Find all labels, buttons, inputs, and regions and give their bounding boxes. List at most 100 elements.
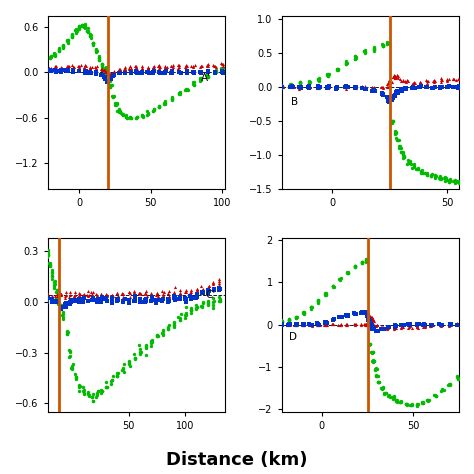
Point — [306, 83, 313, 91]
Point — [389, 395, 397, 402]
Point — [428, 172, 435, 179]
Point — [413, 321, 421, 328]
Point — [98, 72, 105, 79]
Point — [334, 84, 341, 91]
Point — [196, 77, 203, 84]
Point — [55, 47, 63, 55]
Point — [413, 401, 421, 409]
Point — [75, 24, 82, 31]
Point — [292, 314, 300, 322]
Point — [139, 113, 146, 120]
Point — [170, 292, 178, 300]
Point — [199, 62, 206, 69]
Point — [81, 64, 88, 71]
Point — [182, 295, 190, 303]
Point — [81, 20, 89, 28]
Point — [150, 62, 158, 70]
Point — [452, 179, 459, 186]
Point — [187, 288, 195, 296]
Point — [333, 83, 341, 91]
Point — [113, 369, 120, 376]
Point — [362, 85, 369, 92]
Point — [365, 316, 373, 323]
Point — [377, 323, 385, 331]
Point — [286, 82, 294, 90]
Point — [278, 83, 286, 91]
Point — [188, 286, 195, 294]
Point — [46, 66, 54, 74]
Point — [403, 401, 410, 409]
Point — [190, 81, 198, 89]
Point — [362, 85, 370, 92]
Point — [330, 283, 337, 291]
Point — [306, 83, 313, 91]
Point — [351, 82, 359, 90]
Point — [393, 136, 401, 144]
Point — [187, 304, 194, 311]
Point — [451, 179, 458, 187]
Point — [150, 107, 157, 115]
Point — [315, 75, 323, 82]
Point — [392, 128, 400, 136]
Point — [411, 85, 419, 92]
Point — [278, 82, 285, 90]
Point — [51, 63, 59, 70]
Point — [441, 174, 448, 182]
Point — [154, 332, 161, 339]
Point — [380, 90, 387, 98]
Point — [375, 378, 383, 385]
Point — [175, 68, 182, 75]
Point — [57, 305, 64, 312]
Point — [210, 286, 218, 293]
Point — [204, 289, 211, 296]
Point — [379, 84, 387, 92]
Point — [409, 83, 417, 91]
Point — [84, 298, 92, 305]
Point — [204, 289, 212, 297]
Point — [377, 326, 385, 333]
Point — [329, 282, 337, 289]
Point — [358, 258, 366, 266]
Point — [292, 314, 300, 321]
Point — [83, 27, 91, 35]
Point — [407, 401, 415, 409]
Point — [438, 78, 445, 86]
Point — [102, 383, 110, 390]
Point — [53, 64, 60, 72]
Point — [107, 77, 114, 84]
Point — [373, 327, 380, 335]
Point — [168, 94, 176, 102]
Point — [276, 83, 284, 91]
Point — [371, 366, 379, 374]
Point — [371, 87, 378, 95]
Point — [350, 310, 358, 317]
Point — [58, 290, 65, 298]
Point — [423, 79, 431, 87]
Point — [81, 25, 89, 32]
Point — [197, 76, 204, 83]
Point — [369, 358, 377, 365]
Point — [398, 321, 405, 329]
Point — [289, 82, 296, 90]
Point — [389, 119, 396, 127]
Point — [154, 292, 162, 300]
Point — [283, 321, 291, 329]
Point — [64, 328, 72, 336]
Point — [102, 296, 109, 303]
Point — [64, 37, 72, 45]
Point — [414, 165, 421, 173]
Point — [278, 321, 286, 329]
Point — [370, 357, 378, 365]
Point — [62, 292, 69, 300]
Point — [314, 320, 321, 328]
Point — [159, 327, 167, 334]
Point — [300, 321, 307, 329]
Point — [86, 31, 94, 38]
Point — [133, 113, 140, 121]
Point — [406, 321, 414, 328]
Point — [437, 322, 445, 330]
Point — [136, 345, 144, 353]
Point — [429, 84, 437, 91]
Point — [352, 53, 359, 60]
Point — [119, 297, 127, 305]
